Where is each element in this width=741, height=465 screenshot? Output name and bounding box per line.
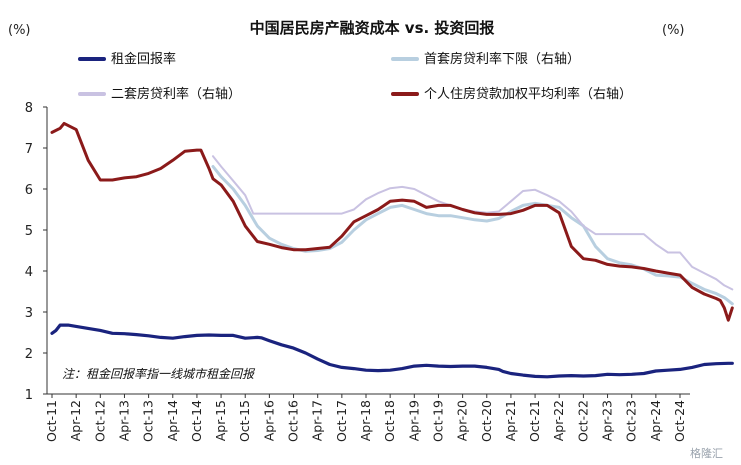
x-tick-label: Oct-20 — [479, 400, 494, 442]
left-axis-unit: (%) — [8, 23, 31, 38]
series-line-3 — [50, 121, 734, 322]
x-tick-label: Apr-17 — [310, 400, 325, 441]
y-tick-label: 5 — [25, 224, 33, 239]
series-lines — [50, 121, 734, 379]
axes — [46, 107, 690, 395]
x-tick-label: Oct-17 — [334, 400, 349, 442]
x-tick-label: Oct-19 — [430, 400, 445, 442]
legend-entry-3: 个人住房贷款加权平均利率（右轴） — [391, 86, 632, 102]
y-tick-label: 8 — [25, 101, 33, 116]
x-tick-label: Apr-18 — [358, 400, 373, 441]
y-tick-label: 2 — [25, 347, 33, 362]
x-tick-label: Apr-19 — [406, 400, 421, 441]
legend-label: 首套房贷利率下限（右轴） — [424, 51, 580, 67]
x-tick-label: Oct-24 — [672, 400, 687, 442]
y-tick-label: 4 — [25, 265, 33, 280]
legend-entry-2: 二套房贷利率（右轴） — [78, 86, 241, 102]
x-tick-label: Oct-13 — [141, 400, 156, 442]
x-tick-label: Apr-13 — [116, 400, 131, 441]
x-tick-label: Oct-15 — [237, 400, 252, 442]
y-tick-label: 6 — [25, 183, 33, 198]
x-tick-label: Apr-22 — [551, 400, 566, 441]
x-tick-label: Oct-12 — [92, 400, 107, 442]
right-axis-unit: (%) — [662, 23, 685, 38]
x-tick-label: Oct-18 — [382, 400, 397, 442]
y-tick-label: 7 — [25, 142, 33, 157]
x-tick-label: Oct-22 — [575, 400, 590, 442]
x-tick-label: Oct-11 — [44, 400, 59, 442]
legend-entry-0: 租金回报率 — [78, 51, 176, 67]
x-tick-label: Oct-21 — [527, 400, 542, 442]
x-tick-label: Oct-23 — [624, 400, 639, 442]
series-line-1 — [211, 165, 734, 306]
legend-entry-1: 首套房贷利率下限（右轴） — [391, 51, 580, 67]
y-tick-label: 1 — [25, 388, 33, 403]
x-tick-label: Oct-14 — [189, 400, 204, 442]
x-axis-ticks: Oct-11 Apr-12 Oct-12 Apr-13 Oct-13 Apr-14 Oct-… — [44, 394, 687, 442]
y-tick-label: 3 — [25, 306, 33, 321]
chart-title: 中国居民房产融资成本 vs. 投资回报 — [250, 19, 495, 37]
legend-label: 租金回报率 — [111, 51, 176, 67]
legend: 租金回报率 首套房贷利率下限（右轴） 二套房贷利率（右轴） 个人住房贷款加权平均利率（… — [78, 51, 632, 102]
x-tick-label: Apr-23 — [600, 400, 615, 441]
x-tick-label: Apr-12 — [68, 400, 83, 441]
series-line-0 — [50, 323, 734, 379]
legend-label: 二套房贷利率（右轴） — [111, 86, 241, 102]
x-tick-label: Apr-15 — [213, 400, 228, 441]
x-tick-label: Oct-16 — [286, 400, 301, 442]
footnote: 注：租金回报率指一线城市租金回报 — [62, 367, 256, 381]
legend-label: 个人住房贷款加权平均利率（右轴） — [424, 86, 632, 102]
x-tick-label: Apr-16 — [261, 400, 276, 441]
x-tick-label: Apr-21 — [503, 400, 518, 441]
watermark: 格隆汇 — [690, 446, 723, 460]
y-axis-ticks: 1 2 3 4 5 6 7 8 — [25, 101, 47, 403]
x-tick-label: Apr-14 — [165, 400, 180, 441]
x-tick-label: Apr-20 — [455, 400, 470, 441]
x-tick-label: Apr-24 — [648, 400, 663, 441]
